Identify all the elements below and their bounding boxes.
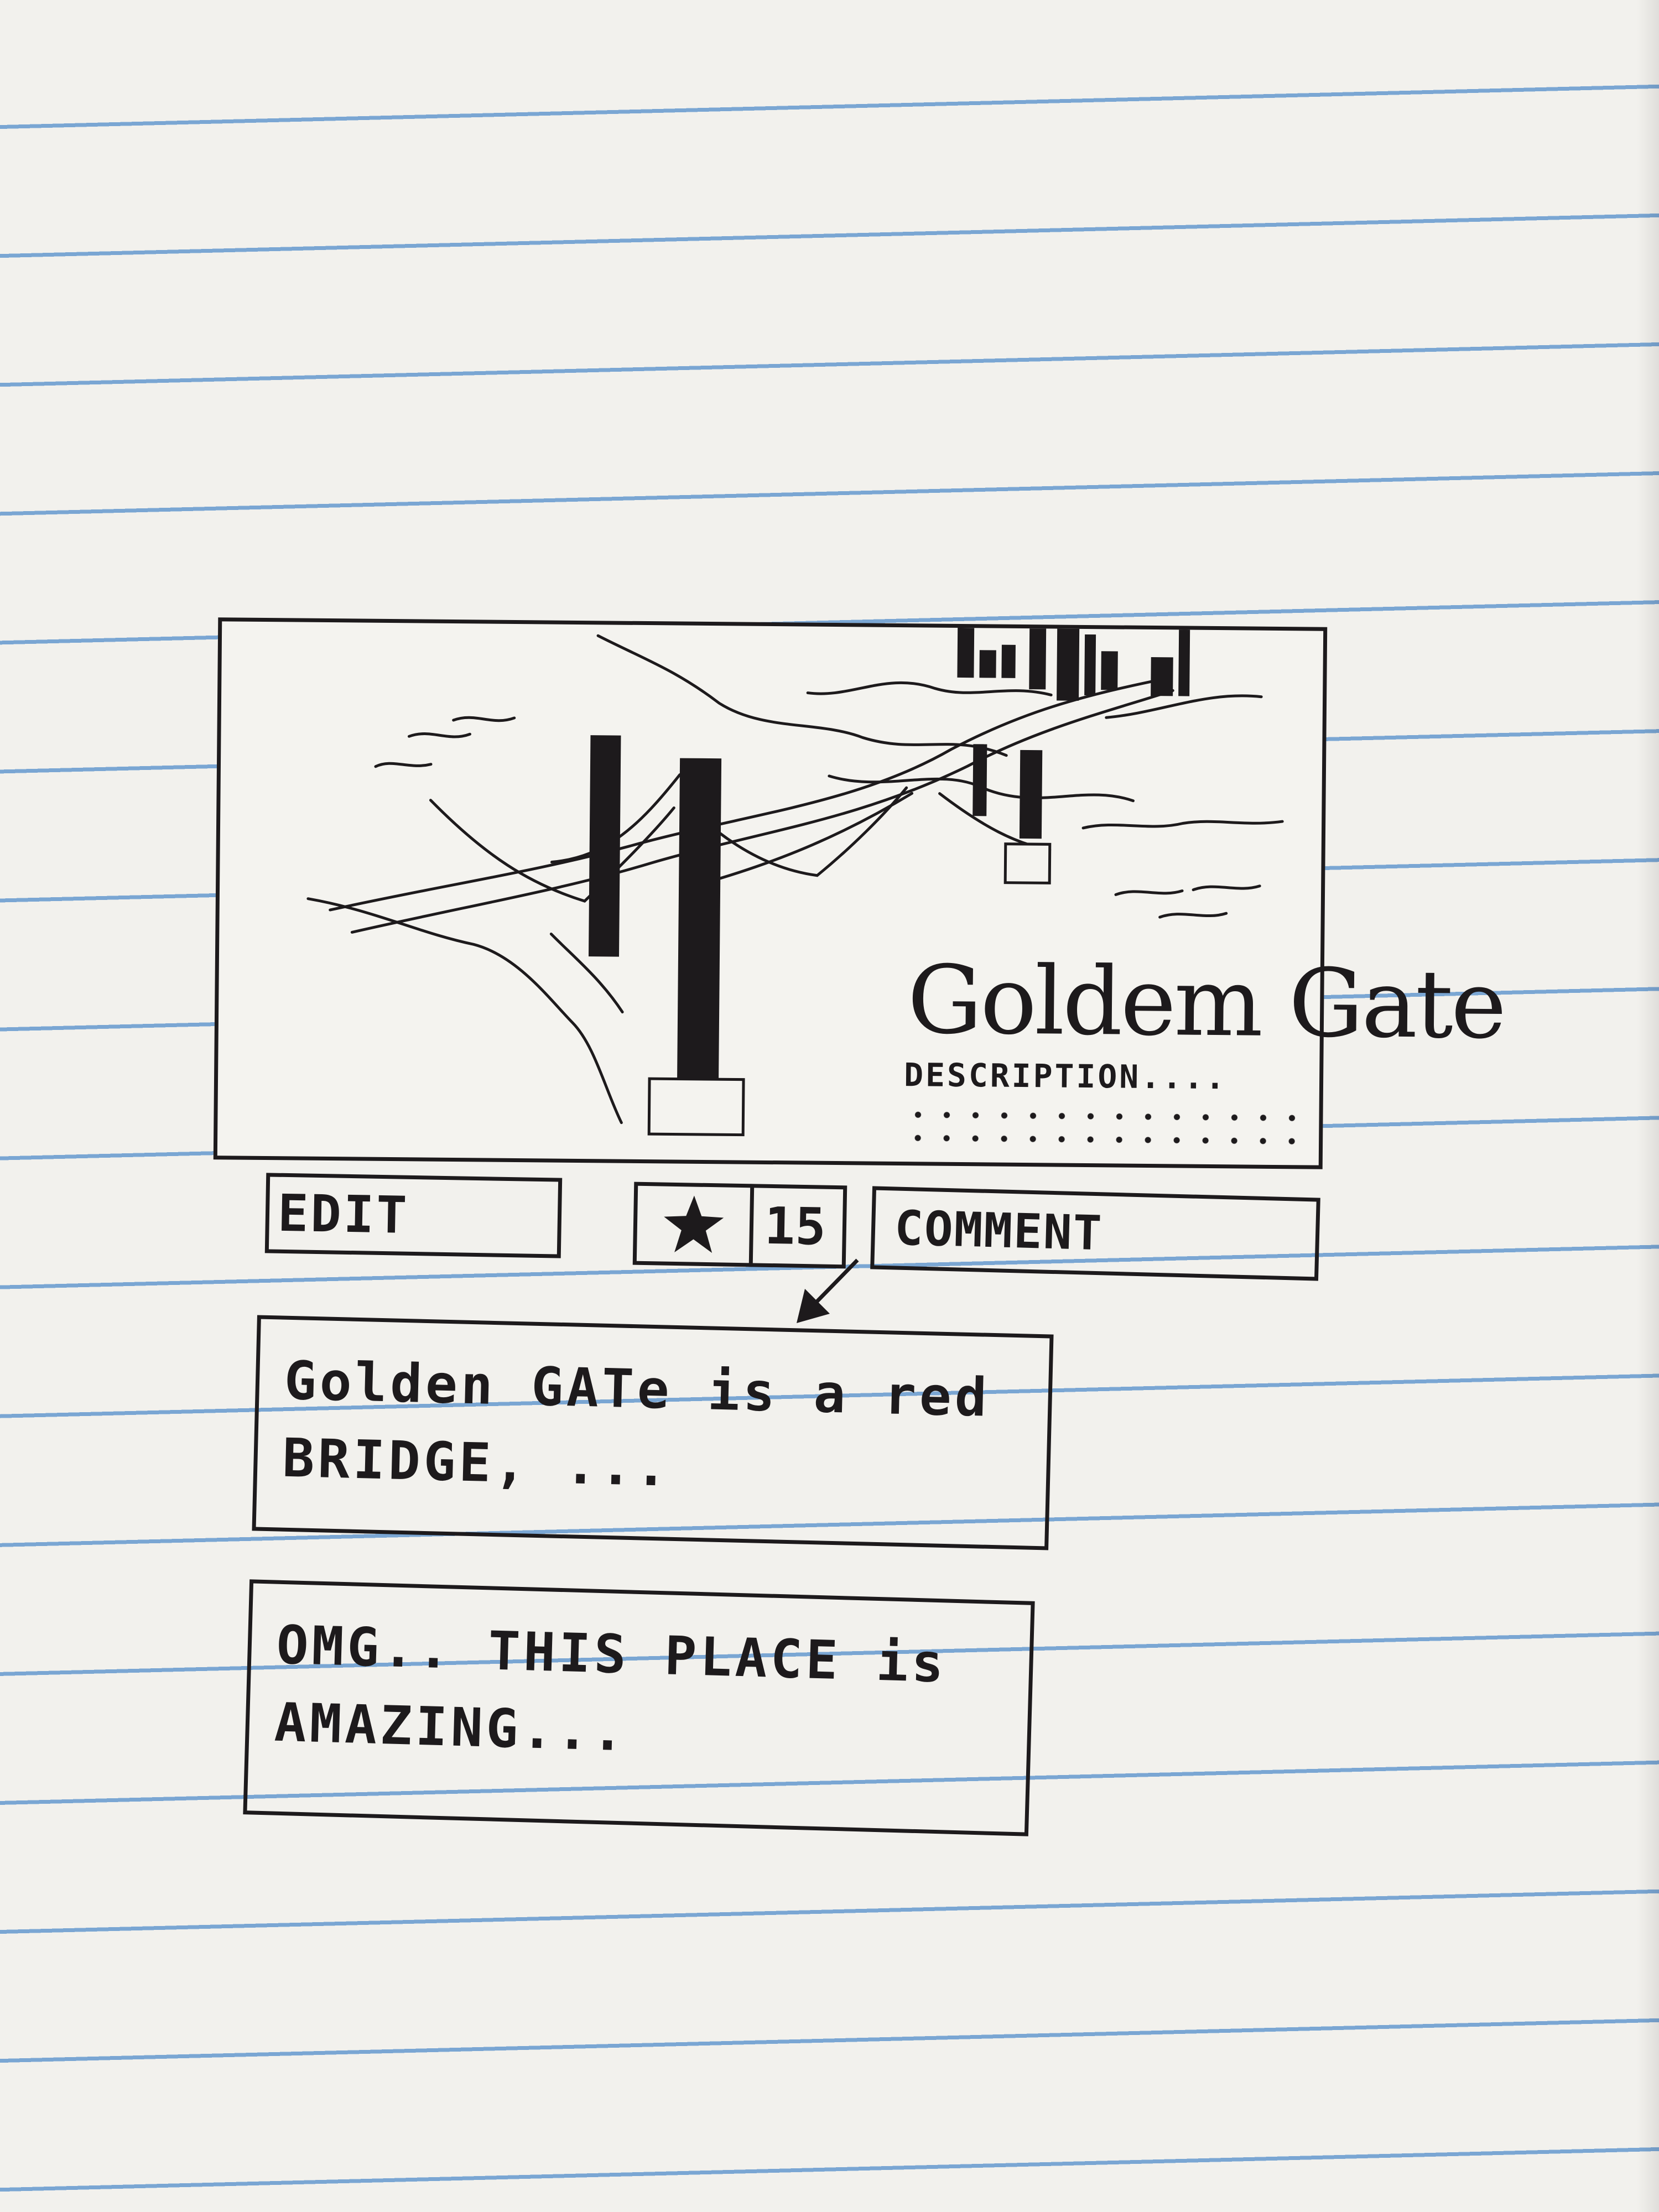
edit-button-label: EDIT <box>277 1184 409 1245</box>
paper-edge <box>1637 0 1659 2212</box>
arrow-pointer-icon <box>786 1256 863 1328</box>
photo-description: DESCRIPTION.... <box>904 1056 1227 1096</box>
comment-button[interactable]: COMMENT <box>870 1186 1320 1281</box>
comment-text: Golden GATe is a red BRIDGE, ... <box>282 1342 1024 1515</box>
star-icon <box>637 1182 755 1267</box>
photo-card[interactable]: Goldem Gate DESCRIPTION.... <box>214 617 1327 1169</box>
comment-card: OMG.. THIS PLACE is AMAZING... <box>243 1579 1034 1836</box>
edit-button[interactable]: EDIT <box>265 1173 562 1258</box>
comment-text: OMG.. THIS PLACE is AMAZING... <box>273 1606 1005 1782</box>
photo-title: Goldem Gate <box>907 945 1505 1060</box>
comment-card: Golden GATe is a red BRIDGE, ... <box>252 1315 1053 1550</box>
star-count: 15 <box>764 1196 826 1256</box>
description-placeholder-dots <box>903 1103 1302 1151</box>
comment-button-label: COMMENT <box>894 1201 1104 1262</box>
